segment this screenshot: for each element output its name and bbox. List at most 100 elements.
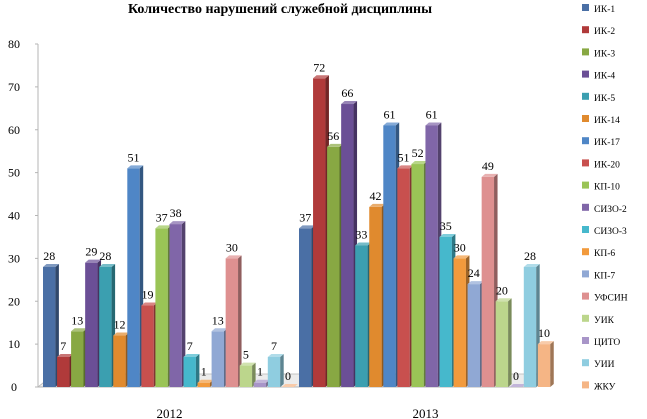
- bar: [197, 382, 210, 387]
- bar: [537, 344, 551, 387]
- data-label: 42: [369, 189, 381, 203]
- bar-top: [425, 122, 442, 126]
- bar-top: [355, 242, 372, 246]
- data-label: 13: [71, 313, 83, 327]
- y-tick-label: 40: [8, 209, 20, 223]
- bar: [313, 78, 326, 388]
- bar: [113, 335, 126, 387]
- bar-top: [85, 259, 102, 263]
- legend-swatch: [582, 248, 589, 256]
- legend-label: КП-7: [594, 271, 615, 281]
- bar-top: [397, 165, 414, 169]
- bar: [43, 266, 56, 387]
- legend-label: ИК-20: [594, 160, 620, 170]
- bar-top: [411, 161, 428, 165]
- data-label: 51: [398, 150, 410, 164]
- bar-top: [509, 384, 526, 387]
- bar: [495, 301, 509, 387]
- bar: [369, 206, 382, 387]
- bar-top: [225, 255, 242, 259]
- bar-top: [113, 332, 130, 336]
- data-label: 56: [327, 129, 339, 143]
- legend-swatch: [582, 359, 589, 367]
- data-label: 13: [212, 313, 224, 327]
- bar-top: [197, 379, 214, 383]
- y-tick-label: 10: [8, 337, 20, 351]
- bar-side: [195, 353, 200, 387]
- data-label: 35: [440, 219, 452, 233]
- bar: [141, 305, 154, 387]
- legend-swatch: [582, 4, 589, 11]
- x-tick-label: 2012: [156, 406, 182, 419]
- bar: [211, 331, 224, 387]
- bar-side: [508, 298, 512, 387]
- legend-swatch: [582, 70, 589, 78]
- bar-top: [169, 221, 186, 225]
- bar: [225, 258, 239, 387]
- legend-label: УФСИН: [594, 294, 628, 304]
- legend-swatch: [582, 203, 589, 211]
- legend-label: ИК-5: [594, 94, 615, 104]
- legend-label: ИК-4: [594, 72, 615, 82]
- bar-top: [327, 143, 343, 147]
- bar: [299, 228, 312, 387]
- bar: [481, 176, 495, 387]
- y-tick-label: 60: [8, 123, 20, 137]
- data-label: 38: [170, 206, 182, 220]
- bar-top: [155, 225, 172, 229]
- bar-top: [537, 341, 554, 345]
- bar: [523, 266, 537, 387]
- bar: [155, 228, 168, 387]
- bar: [99, 266, 112, 387]
- data-label: 28: [43, 249, 55, 263]
- bar-top: [299, 225, 315, 229]
- legend-label: СИЗО-2: [594, 205, 627, 215]
- bar: [383, 125, 396, 388]
- bar-top: [341, 101, 358, 105]
- data-label: 0: [513, 369, 519, 383]
- data-label: 52: [412, 146, 424, 160]
- legend-label: УИИ: [594, 360, 615, 370]
- data-label: 7: [60, 339, 66, 353]
- data-label: 30: [454, 240, 466, 254]
- legend-label: ЦИТО: [594, 338, 620, 348]
- y-tick-label: 80: [8, 37, 20, 51]
- bar-top: [43, 263, 59, 267]
- bar-side: [238, 255, 242, 387]
- data-label: 1: [201, 365, 207, 379]
- bar: [57, 356, 70, 387]
- legend-swatch: [582, 92, 589, 100]
- data-label: 51: [128, 150, 140, 164]
- bar: [355, 245, 368, 387]
- data-label: 29: [85, 245, 97, 259]
- legend-label: КП-6: [594, 249, 615, 259]
- legend-swatch: [582, 115, 589, 122]
- bar-top: [495, 298, 512, 302]
- data-label: 33: [355, 228, 367, 242]
- legend-label: ИК-3: [594, 49, 615, 59]
- bar: [411, 164, 424, 387]
- bar-top: [71, 328, 87, 332]
- data-label: 20: [496, 283, 508, 297]
- data-label: 1: [257, 365, 263, 379]
- legend-swatch: [582, 270, 589, 278]
- data-label: 28: [524, 249, 536, 263]
- data-label: 37: [156, 210, 168, 224]
- bar-top: [383, 122, 400, 126]
- y-tick-label: 50: [8, 166, 20, 180]
- bar-top: [211, 328, 228, 332]
- y-tick-label: 30: [8, 251, 20, 265]
- data-label: 7: [187, 339, 193, 353]
- bar-top: [467, 281, 484, 285]
- bar: [327, 146, 340, 387]
- bar: [467, 284, 480, 387]
- legend-swatch: [582, 48, 589, 56]
- bar: [127, 168, 140, 387]
- bar-top: [127, 165, 144, 169]
- data-label: 66: [341, 86, 353, 100]
- chart-title: Количество нарушений служебной дисциплин…: [127, 2, 433, 17]
- bar: [397, 168, 410, 387]
- y-tick-label: 20: [8, 294, 20, 308]
- bar-top: [313, 75, 329, 79]
